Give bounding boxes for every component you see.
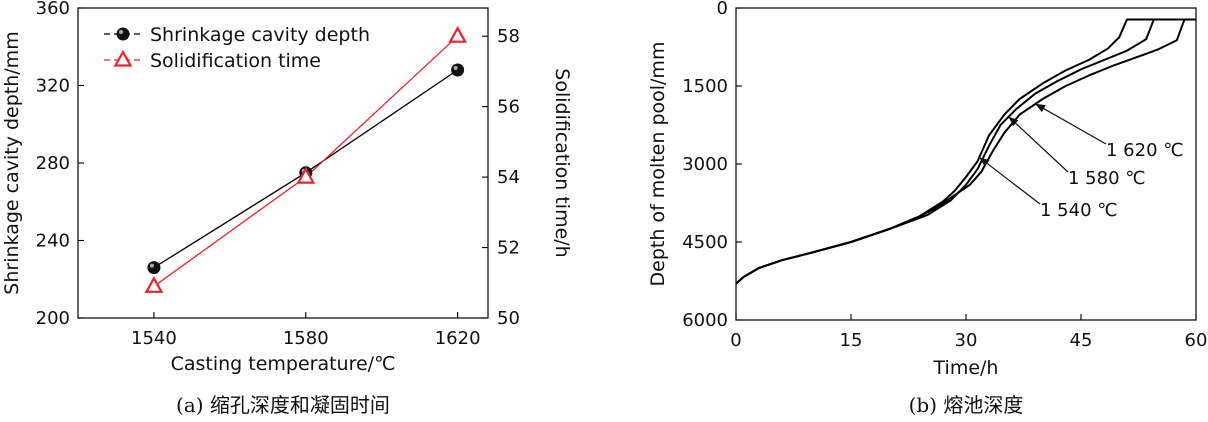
chart-b-annotations: 1 620 ℃ 1 580 ℃ 1 540 ℃ (979, 103, 1183, 221)
chart-a-ytick-label: 280 (36, 153, 70, 174)
chart-a-ylabel: Shrinkage cavity depth/mm (1, 31, 23, 294)
chart-a-xtick-label: 1580 (283, 328, 329, 349)
annotation-arrow-0 (1035, 103, 1107, 145)
annotation-label-2: 1 540 ℃ (1040, 200, 1117, 221)
chart-a-y2tick-label: 50 (497, 308, 520, 329)
chart-b: 0 15 30 45 60 0 1500 3000 4500 6000 1 620 ℃ 1 580 … (647, 0, 1207, 417)
chart-a-caption: (a) 缩孔深度和凝固时间 (176, 393, 390, 417)
annotation-arrow-1 (1008, 116, 1069, 173)
annotation-arrow-2 (979, 157, 1041, 205)
chart-b-xtick-label: 30 (955, 330, 978, 351)
series-1-point (144, 276, 164, 293)
chart-b-ytick-label: 4500 (682, 232, 728, 253)
chart-b-xtick-label: 45 (1070, 330, 1093, 351)
chart-a: 1540 1580 1620 200 240 280 320 360 50 52 54 56 58 Sh… (1, 0, 573, 417)
series-line-1 (153, 35, 459, 287)
legend-marker-0-highlight (119, 30, 123, 34)
chart-b-xlabel: Time/h (933, 357, 999, 379)
chart-a-ytick-label: 240 (36, 231, 70, 252)
legend-marker-1 (113, 49, 133, 67)
chart-a-ytick-label: 200 (36, 308, 70, 329)
chart-a-ticks: 1540 1580 1620 200 240 280 320 360 50 52 54 56 58 (36, 0, 520, 349)
chart-b-ytick-label: 6000 (682, 310, 728, 331)
chart-b-caption: (b) 熔池深度 (909, 393, 1024, 417)
series-0-point-highlight (453, 66, 458, 70)
chart-b-ticks: 0 15 30 45 60 0 1500 3000 4500 6000 (682, 0, 1207, 351)
chart-a-y2label: Solidification time/h (551, 68, 573, 257)
chart-b-xtick-label: 60 (1185, 330, 1208, 351)
legend-label-1: Solidification time (150, 50, 321, 72)
chart-a-y2tick-label: 58 (497, 26, 520, 47)
chart-a-ytick-label: 360 (36, 0, 70, 19)
chart-a-series (144, 25, 467, 293)
chart-b-ytick-label: 1500 (682, 76, 728, 97)
chart-a-y2tick-label: 56 (497, 97, 520, 118)
chart-a-y2tick-label: 54 (497, 167, 520, 188)
chart-b-ytick-label: 0 (717, 0, 728, 19)
legend-label-0: Shrinkage cavity depth (150, 24, 370, 46)
annotation-label-1: 1 580 ℃ (1068, 168, 1145, 189)
chart-a-legend: Shrinkage cavity depth Solidification tim… (104, 24, 370, 72)
chart-b-ylabel: Depth of molten pool/mm (647, 42, 669, 287)
series-0-point-highlight (149, 263, 154, 268)
chart-a-y2tick-label: 52 (497, 238, 520, 259)
chart-b-ytick-label: 3000 (682, 154, 728, 175)
series-0-point (451, 63, 465, 77)
series-0-point (147, 261, 161, 275)
legend-marker-0 (116, 27, 130, 41)
chart-a-xlabel: Casting temperature/℃ (171, 353, 396, 375)
chart-b-xtick-label: 15 (840, 330, 863, 351)
series-1-point (448, 25, 467, 43)
chart-a-ytick-label: 320 (36, 76, 70, 97)
chart-a-xtick-label: 1620 (435, 328, 481, 349)
annotation-label-0: 1 620 ℃ (1106, 140, 1183, 161)
series-1-point (296, 166, 316, 184)
chart-b-xtick-label: 0 (730, 330, 741, 351)
chart-a-xtick-label: 1540 (131, 328, 177, 349)
chart-b-frame (735, 7, 1197, 321)
